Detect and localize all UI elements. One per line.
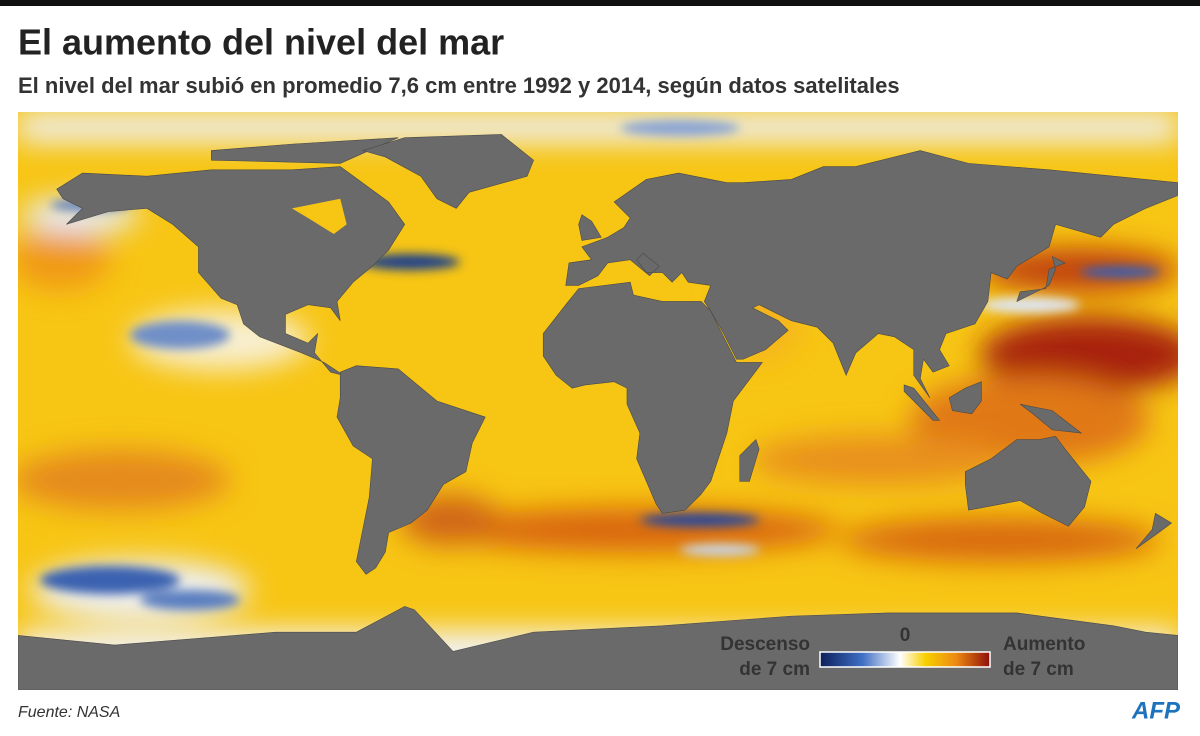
legend-low-label: de 7 cm (739, 659, 810, 680)
legend-high-label: Aumento (1003, 634, 1085, 655)
legend-zero-label: 0 (900, 625, 911, 646)
legend-low-label: Descenso (720, 634, 810, 655)
title: El aumento del nivel del mar (18, 22, 504, 63)
legend: Descenso de 7 cm 0 Aumento de 7 cm (720, 625, 1085, 680)
subtitle: El nivel del mar subió en promedio 7,6 c… (18, 73, 900, 98)
source: Fuente: NASA (18, 704, 120, 721)
color-scale (819, 651, 991, 668)
legend-high-label: de 7 cm (1003, 659, 1074, 680)
logo: AFP (1131, 697, 1181, 724)
map (18, 112, 1178, 690)
top-bar (0, 0, 1200, 6)
